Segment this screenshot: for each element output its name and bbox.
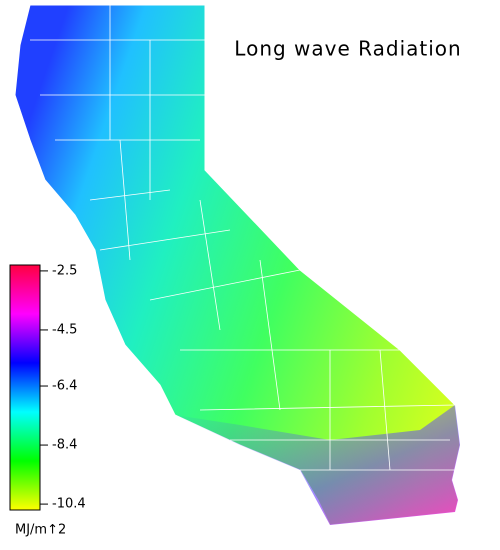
colorbar-tick-label: -2.5	[52, 263, 77, 278]
colorbar-tick-label: -4.5	[52, 322, 77, 337]
colorbar	[9, 264, 41, 511]
california	[14, 4, 461, 526]
colorbar-tick-label: -8.4	[52, 438, 77, 453]
colorbar-tick-label: -6.4	[52, 379, 77, 394]
county-lines	[30, 5, 456, 471]
map-title: Long wave Radiation	[234, 37, 461, 61]
colorbar-tick-label: -10.4	[52, 497, 86, 512]
south-shade	[175, 405, 460, 525]
colorbar-unit: MJ/m↑2	[15, 523, 66, 538]
